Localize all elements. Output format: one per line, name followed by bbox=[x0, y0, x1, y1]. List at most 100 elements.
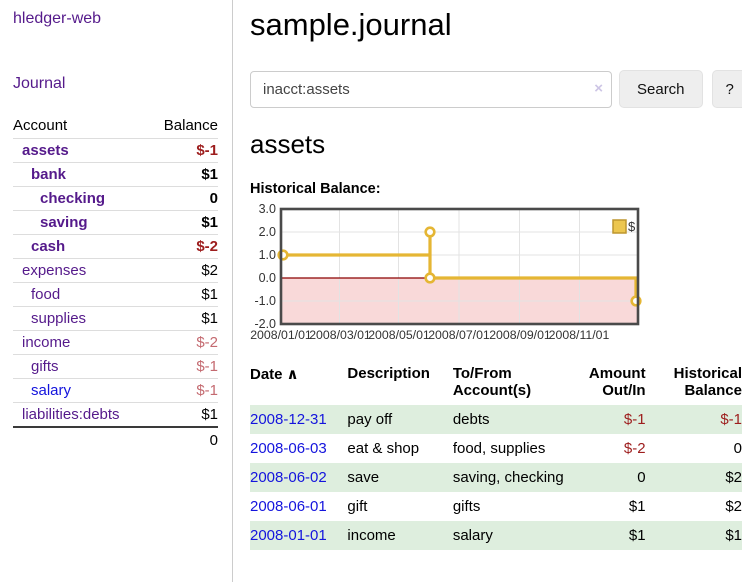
accounts-total-row: 0 bbox=[13, 426, 218, 453]
account-balance: $1 bbox=[148, 306, 218, 331]
register-header-description: Description bbox=[347, 365, 430, 382]
account-balance: $-2 bbox=[148, 330, 218, 355]
account-link-liabilities-debts[interactable]: liabilities:debts bbox=[22, 406, 120, 423]
transaction-date-link[interactable]: 2008-12-31 bbox=[250, 411, 327, 428]
transaction-accounts: saving, checking bbox=[452, 469, 564, 486]
balance-chart: 3.0 2.0 1.0 0.0 -1.0 -2.0 bbox=[250, 202, 642, 342]
account-row: cash $-2 bbox=[13, 234, 218, 259]
gridlines bbox=[282, 210, 637, 323]
transaction-accounts: gifts bbox=[452, 498, 481, 515]
transaction-accounts: salary bbox=[452, 527, 493, 544]
account-balance: $1 bbox=[148, 282, 218, 307]
account-link-gifts[interactable]: gifts bbox=[31, 358, 59, 375]
account-balance: $-1 bbox=[148, 138, 218, 163]
x-tick-label: 2008/11/01 bbox=[549, 328, 610, 342]
account-link-expenses[interactable]: expenses bbox=[22, 262, 87, 279]
data-point-marker bbox=[424, 272, 436, 284]
account-balance: $1 bbox=[148, 210, 218, 235]
y-tick-label: 0.0 bbox=[259, 271, 276, 285]
search-input[interactable] bbox=[250, 70, 612, 108]
accounts-table: Account Balance assets $-1 bank $1 checkin… bbox=[13, 114, 218, 453]
y-tick-label: 2.0 bbox=[259, 225, 276, 239]
account-row: bank $1 bbox=[13, 162, 218, 187]
account-row: salary $-1 bbox=[13, 378, 218, 403]
accounts-total-value: 0 bbox=[148, 426, 218, 453]
transaction-amount: 0 bbox=[637, 469, 646, 486]
account-link-bank[interactable]: bank bbox=[31, 166, 67, 183]
account-link-saving[interactable]: saving bbox=[40, 214, 88, 231]
account-balance: $1 bbox=[148, 402, 218, 427]
y-tick-label: 3.0 bbox=[259, 202, 276, 216]
account-link-checking[interactable]: checking bbox=[40, 190, 106, 207]
y-tick-label: -1.0 bbox=[254, 294, 276, 308]
register-header-historical: Historical Balance bbox=[673, 365, 742, 399]
account-row: checking 0 bbox=[13, 186, 218, 211]
transaction-description: gift bbox=[347, 498, 368, 515]
account-link-cash[interactable]: cash bbox=[31, 238, 66, 255]
x-tick-label: 2008/05/01 bbox=[368, 328, 430, 342]
account-row: gifts $-1 bbox=[13, 354, 218, 379]
main-content: sample.journal × Search ? assets Histori… bbox=[233, 0, 742, 582]
account-balance: $-1 bbox=[148, 354, 218, 379]
account-balance: $-2 bbox=[148, 234, 218, 259]
y-tick-label: 1.0 bbox=[259, 248, 276, 262]
transaction-amount: $-2 bbox=[623, 440, 646, 457]
transaction-amount: $1 bbox=[628, 498, 646, 515]
transaction-date-link[interactable]: 2008-06-02 bbox=[250, 469, 327, 486]
account-row: income $-2 bbox=[13, 330, 218, 355]
transaction-historical-balance: $1 bbox=[725, 527, 742, 544]
search-button[interactable]: Search bbox=[619, 70, 703, 108]
transaction-description: eat & shop bbox=[347, 440, 420, 457]
register-header-date[interactable]: Date ∧ bbox=[250, 366, 299, 383]
balance-series-line bbox=[283, 232, 638, 301]
transaction-accounts: food, supplies bbox=[452, 440, 546, 457]
sidebar-item-journal[interactable]: Journal bbox=[13, 75, 66, 92]
transaction-historical-balance: $2 bbox=[725, 469, 742, 486]
transaction-historical-balance: $2 bbox=[725, 498, 742, 515]
transaction-date-link[interactable]: 2008-06-01 bbox=[250, 498, 327, 515]
accounts-column-header: Account bbox=[13, 117, 68, 134]
account-link-salary[interactable]: salary bbox=[31, 382, 72, 399]
transaction-row: 2008-12-31 pay off debts $-1 $-1 bbox=[250, 405, 742, 434]
register-header-amount: Amount Out/In bbox=[588, 365, 646, 399]
account-balance: 0 bbox=[148, 186, 218, 211]
transaction-date-link[interactable]: 2008-06-03 bbox=[250, 440, 327, 457]
account-balance: $-1 bbox=[148, 378, 218, 403]
account-heading: assets bbox=[250, 129, 326, 159]
account-link-supplies[interactable]: supplies bbox=[31, 310, 87, 327]
chart-title: Historical Balance: bbox=[250, 181, 381, 197]
account-row: food $1 bbox=[13, 282, 218, 307]
transaction-historical-balance: $-1 bbox=[720, 411, 742, 428]
x-tick-label: 2008/03/01 bbox=[309, 328, 371, 342]
transaction-row: 2008-06-01 gift gifts $1 $2 bbox=[250, 492, 742, 521]
account-link-assets[interactable]: assets bbox=[22, 142, 69, 159]
y-tick-label: -2.0 bbox=[254, 317, 276, 331]
account-row: liabilities:debts $1 bbox=[13, 402, 218, 427]
account-row: assets $-1 bbox=[13, 138, 218, 163]
x-tick-label: 2008/09/01 bbox=[489, 328, 551, 342]
transaction-date-link[interactable]: 2008-01-01 bbox=[250, 527, 327, 544]
transaction-description: save bbox=[347, 469, 380, 486]
brand-link[interactable]: hledger-web bbox=[13, 10, 102, 27]
clear-search-icon[interactable]: × bbox=[594, 79, 603, 97]
transaction-description: income bbox=[347, 527, 396, 544]
account-link-food[interactable]: food bbox=[31, 286, 61, 303]
sort-asc-icon: ∧ bbox=[286, 366, 299, 383]
legend-swatch bbox=[612, 219, 627, 234]
balance-column-header: Balance bbox=[163, 117, 218, 134]
transaction-historical-balance: 0 bbox=[733, 440, 742, 457]
transaction-row: 2008-01-01 income salary $1 $1 bbox=[250, 521, 742, 550]
account-balance: $1 bbox=[148, 162, 218, 187]
sidebar: hledger-web Journal Account Balance asse… bbox=[0, 0, 233, 582]
transaction-row: 2008-06-03 eat & shop food, supplies $-2… bbox=[250, 434, 742, 463]
transaction-accounts: debts bbox=[452, 411, 490, 428]
account-balance: $2 bbox=[148, 258, 218, 283]
help-button[interactable]: ? bbox=[711, 70, 742, 108]
legend-label: $ bbox=[628, 219, 636, 234]
transaction-amount: $-1 bbox=[623, 411, 646, 428]
account-link-income[interactable]: income bbox=[22, 334, 71, 351]
register-header-account: To/From Account(s) bbox=[452, 365, 532, 399]
transaction-description: pay off bbox=[347, 411, 393, 428]
plot-border bbox=[279, 207, 640, 326]
